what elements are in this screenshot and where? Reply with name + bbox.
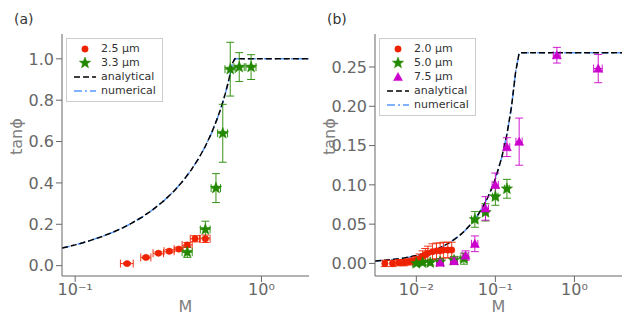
html-text:numerical: numerical	[414, 98, 469, 111]
html-text:numerical: numerical	[101, 84, 156, 97]
svg-text:0.6: 0.6	[29, 132, 54, 151]
svg-text:tanϕ: tanϕ	[8, 118, 26, 155]
svg-text:10⁻¹: 10⁻¹	[58, 280, 93, 299]
svg-text:0.00: 0.00	[331, 254, 367, 273]
svg-text:0.8: 0.8	[29, 91, 54, 110]
svg-text:10⁻²: 10⁻²	[399, 280, 434, 299]
html-text:2.0 μm: 2.0 μm	[414, 42, 453, 55]
svg-text:0.4: 0.4	[29, 174, 54, 193]
html-text:3.3 μm: 3.3 μm	[101, 56, 140, 69]
svg-text:0.0: 0.0	[29, 256, 54, 275]
svg-text:tanϕ: tanϕ	[321, 118, 339, 155]
svg-text:0.10: 0.10	[331, 176, 367, 195]
svg-text:0.25: 0.25	[331, 58, 367, 77]
html-text:5.0 μm: 5.0 μm	[414, 56, 453, 69]
svg-text:0.20: 0.20	[331, 97, 367, 116]
html-text:analytical: analytical	[414, 84, 468, 97]
html-text:(a): (a)	[14, 11, 34, 27]
svg-text:0.15: 0.15	[331, 136, 367, 156]
svg-text:0.05: 0.05	[331, 215, 367, 234]
svg-text:10⁰: 10⁰	[561, 280, 588, 299]
svg-text:1.0: 1.0	[29, 50, 54, 69]
svg-text:M: M	[492, 297, 506, 316]
svg-text:M: M	[179, 297, 193, 316]
svg-text:0.2: 0.2	[29, 215, 54, 234]
html-text:7.5 μm: 7.5 μm	[414, 70, 453, 83]
svg-text:10⁻¹: 10⁻¹	[477, 280, 513, 300]
html-text:analytical: analytical	[101, 70, 155, 83]
html-text:(b): (b)	[327, 11, 347, 27]
svg-text:10⁰: 10⁰	[248, 280, 275, 299]
html-text:2.5 μm: 2.5 μm	[101, 42, 140, 55]
